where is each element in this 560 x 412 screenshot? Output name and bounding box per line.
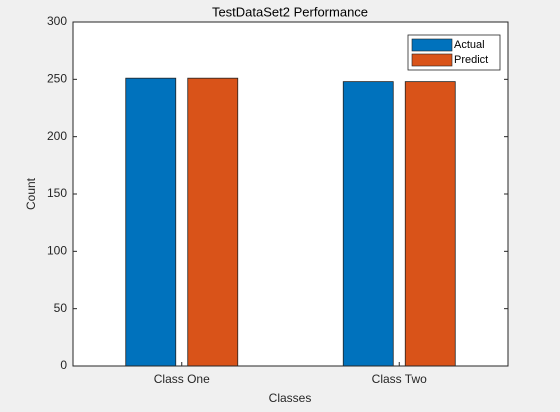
legend-swatch	[411, 53, 453, 67]
chart-title: TestDataSet2 Performance	[212, 4, 368, 19]
y-axis-label: Count	[24, 177, 38, 210]
y-tick-label: 50	[54, 301, 68, 315]
y-tick-label: 200	[47, 129, 67, 143]
x-tick-label: Class One	[154, 372, 210, 386]
bar	[342, 81, 394, 367]
y-tick-label: 150	[47, 186, 67, 200]
legend-label: Actual	[454, 39, 485, 51]
y-tick-label: 0	[60, 358, 67, 372]
legend-label: Predict	[454, 54, 488, 66]
y-tick-label: 250	[47, 72, 67, 86]
legend-swatch	[411, 38, 453, 52]
bar	[125, 77, 177, 367]
bar	[404, 81, 456, 367]
x-tick-label: Class Two	[372, 372, 427, 386]
bar	[187, 77, 239, 367]
axes-box	[72, 21, 509, 367]
y-tick-label: 100	[47, 244, 67, 258]
y-tick-label: 300	[47, 14, 67, 28]
x-axis-label: Classes	[269, 391, 312, 405]
